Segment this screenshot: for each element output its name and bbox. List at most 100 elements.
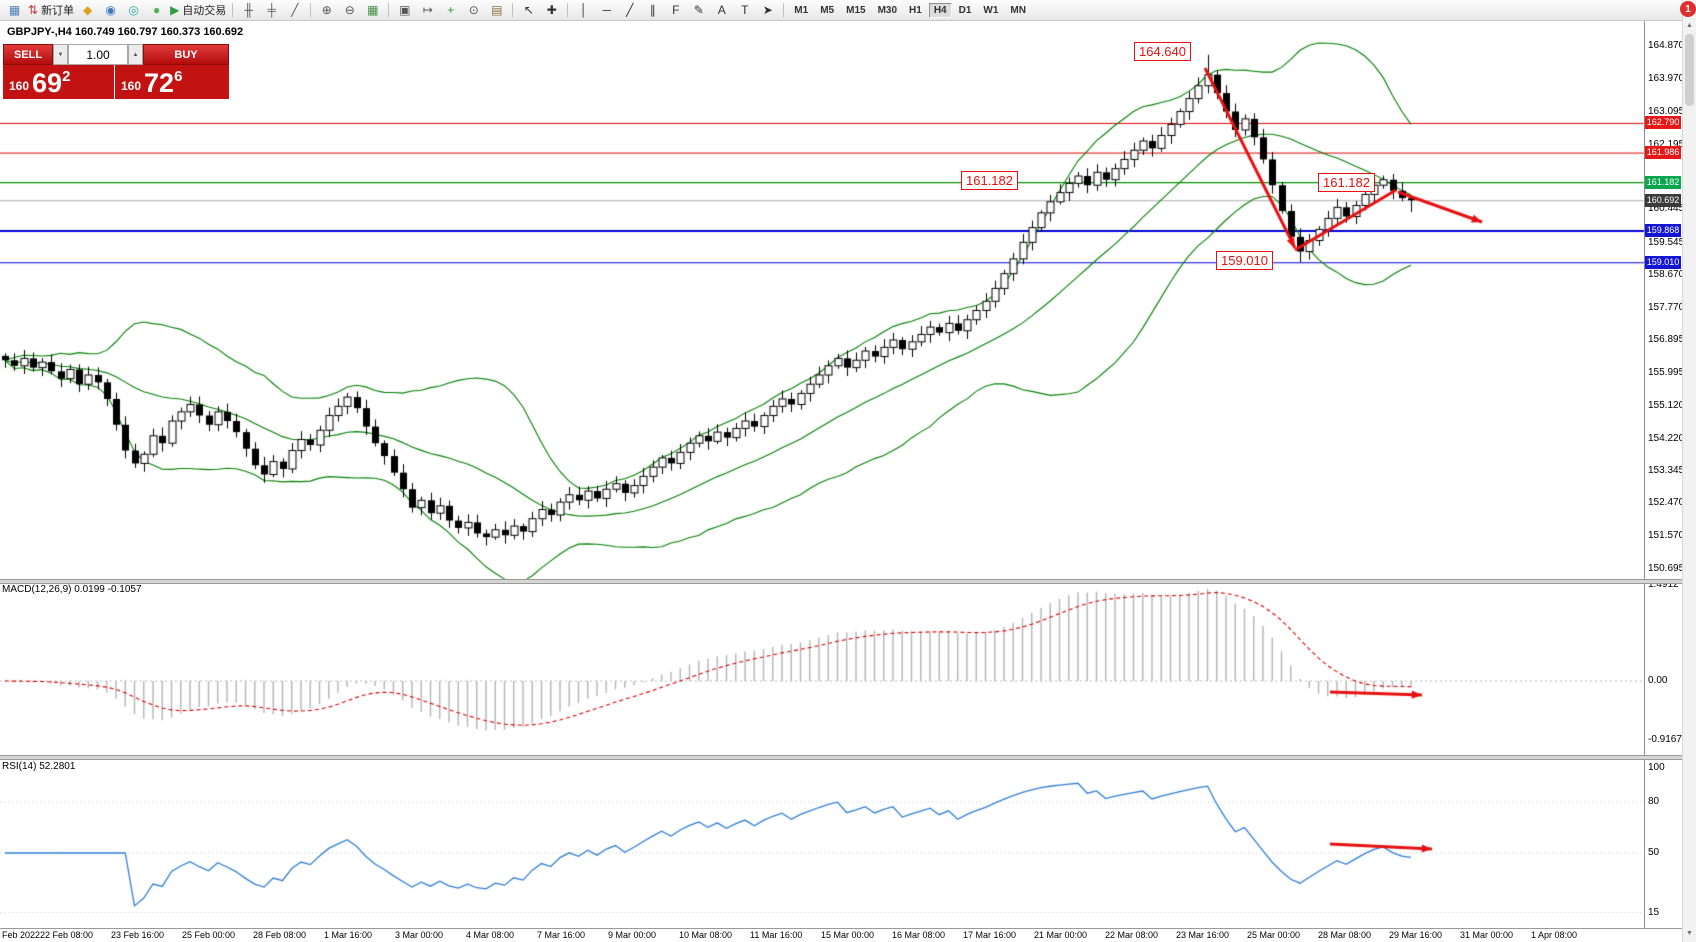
price-callout[interactable]: 159.010: [1216, 251, 1273, 270]
wizard-icon[interactable]: ◆: [82, 3, 93, 17]
buy-price-display[interactable]: 160 72 6: [115, 65, 229, 99]
volume-input[interactable]: [68, 44, 128, 65]
zoom-in-icon[interactable]: ⊕: [321, 3, 332, 17]
template-icon[interactable]: ▤: [491, 3, 503, 17]
volume-down-button[interactable]: ▼: [53, 44, 68, 65]
label-icon[interactable]: T: [741, 3, 749, 17]
vertical-scrollbar[interactable]: ▲ ▼: [1682, 0, 1696, 942]
fibo-icon[interactable]: F: [672, 3, 680, 17]
timeframe-mn[interactable]: MN: [1010, 4, 1026, 16]
toolbar-separator: [310, 3, 312, 17]
price-axis-label: 164.870: [1648, 40, 1685, 52]
scrollbar-down-button[interactable]: ▼: [1686, 930, 1693, 937]
crosshair-icon[interactable]: ✚: [546, 3, 557, 17]
time-axis-label: 22 Mar 08:00: [1105, 930, 1159, 940]
autotrade-button[interactable]: ▶ 自动交易: [170, 3, 227, 17]
price-tag: 159.010: [1645, 255, 1681, 269]
price-axis-label: 155.995: [1648, 367, 1685, 379]
timeframe-m30[interactable]: M30: [877, 4, 898, 16]
buy-price-prefix: 160: [121, 79, 142, 93]
price-axis-label: 155.120: [1648, 399, 1685, 411]
price-axis-label: 162.195: [1648, 138, 1685, 150]
timeframe-m15[interactable]: M15: [846, 4, 866, 16]
zoom-out-icon[interactable]: ⊖: [344, 3, 355, 17]
notification-badge[interactable]: 1: [1680, 1, 1696, 17]
timeframe-m5[interactable]: M5: [820, 4, 835, 16]
vline-icon[interactable]: │: [580, 3, 588, 17]
market-icon[interactable]: ●: [152, 3, 161, 17]
time-axis-label: 3 Mar 00:00: [395, 930, 444, 940]
timeframe-w1[interactable]: W1: [983, 4, 999, 16]
line-chart-icon[interactable]: ╱: [291, 3, 299, 17]
hline-icon[interactable]: ─: [602, 3, 612, 17]
time-axis-label: 11 Mar 16:00: [750, 930, 803, 940]
price-tag: 160.692: [1645, 193, 1681, 207]
sell-button[interactable]: SELL: [3, 44, 53, 65]
auto-arrange-icon[interactable]: ▣: [399, 3, 411, 17]
timeframe-m1[interactable]: M1: [794, 4, 809, 16]
buy-price-pip: 6: [174, 68, 183, 85]
scrollbar-thumb[interactable]: [1685, 34, 1694, 106]
time-axis-label: Feb 2022: [2, 930, 41, 940]
rsi-axis-label: 50: [1648, 847, 1660, 858]
toolbar-separator: [567, 3, 569, 17]
price-tag: 162.790: [1645, 116, 1681, 130]
pencil-icon[interactable]: ✎: [693, 3, 704, 17]
trendline-icon[interactable]: ╱: [626, 3, 634, 17]
text-icon[interactable]: A: [717, 3, 726, 17]
tile-windows-icon[interactable]: ▦: [367, 3, 379, 17]
timeframe-d1[interactable]: D1: [958, 4, 972, 16]
toolbar: ▦ ⇅ 新订单 ◆ ◉ ◎ ● ▶ 自动交易 ╫ ╪ ╱ ⊕ ⊖ ▦ ▣ ↦ + ⊙ ▤ ↖ ✚ │ ─ ╱ ∥ F ✎ A T ➤ M1 M5…: [0, 0, 1682, 21]
buy-price-big: 72: [144, 68, 175, 99]
price-axis-label: 152.470: [1648, 497, 1685, 509]
scrollbar-up-button[interactable]: ▲: [1686, 22, 1693, 29]
toolbar-separator: [783, 3, 785, 17]
profile-icon[interactable]: ◉: [105, 3, 116, 17]
candles-chart-icon[interactable]: ╪: [267, 3, 277, 17]
time-axis-label: 17 Mar 16:00: [963, 930, 1017, 940]
time-axis-label: 23 Mar 16:00: [1176, 930, 1230, 940]
time-axis-label: 1 Apr 08:00: [1531, 930, 1578, 940]
time-axis-label: 1 Mar 16:00: [324, 930, 373, 940]
price-axis-label: 159.545: [1648, 236, 1685, 248]
time-axis-label: 22 Feb 08:00: [40, 930, 94, 940]
price-callout[interactable]: 161.182: [961, 171, 1018, 190]
periods-icon[interactable]: ⊙: [468, 3, 479, 17]
new-order-button[interactable]: ⇅ 新订单: [28, 3, 75, 17]
time-axis: Feb 2022 22 Feb 08:00 23 Feb 16:00 25 Feb 0…: [0, 929, 1682, 942]
price-axis-label: 163.095: [1648, 105, 1685, 117]
time-axis-label: 25 Feb 00:00: [182, 930, 236, 940]
symbol-info: GBPJPY-,H4 160.749 160.797 160.373 160.6…: [7, 26, 244, 38]
price-axis-label: 160.445: [1648, 203, 1685, 215]
price-tag: 161.986: [1645, 146, 1681, 160]
arrows-icon[interactable]: ➤: [762, 3, 773, 17]
bars-chart-icon[interactable]: ╫: [244, 3, 254, 17]
indicators-icon[interactable]: +: [447, 3, 455, 17]
chart-shift-icon[interactable]: ↦: [422, 3, 433, 17]
panel-separator-macd[interactable]: [0, 579, 1682, 584]
community-icon[interactable]: ◎: [128, 3, 139, 17]
price-axis-label: 163.970: [1648, 73, 1685, 85]
rsi-indicator-label: RSI(14) 52.2801: [2, 761, 76, 772]
time-axis-label: 10 Mar 08:00: [679, 930, 733, 940]
time-axis-label: 23 Feb 16:00: [111, 930, 165, 940]
timeframe-h4[interactable]: H4: [928, 2, 952, 18]
sell-price-display[interactable]: 160 69 2: [3, 65, 114, 99]
new-chart-icon[interactable]: ▦: [8, 3, 21, 17]
cursor-icon[interactable]: ↖: [523, 3, 534, 17]
volume-up-button[interactable]: ▲: [128, 44, 143, 65]
time-axis-label: 29 Mar 16:00: [1389, 930, 1443, 940]
sell-price-pip: 2: [62, 68, 71, 85]
channel-icon[interactable]: ∥: [649, 3, 656, 17]
macd-axis-label: 1.4912: [1648, 578, 1679, 590]
price-axis-label: 151.570: [1648, 530, 1685, 542]
price-callout[interactable]: 161.182: [1318, 173, 1375, 192]
trade-quotes-row: 160 69 2 160 72 6: [3, 65, 229, 99]
buy-button[interactable]: BUY: [143, 44, 229, 65]
timeframe-h1[interactable]: H1: [909, 4, 922, 16]
time-axis-label: 25 Mar 00:00: [1247, 930, 1301, 940]
price-callout[interactable]: 164.640: [1134, 42, 1191, 61]
panel-separator-rsi[interactable]: [0, 755, 1682, 760]
